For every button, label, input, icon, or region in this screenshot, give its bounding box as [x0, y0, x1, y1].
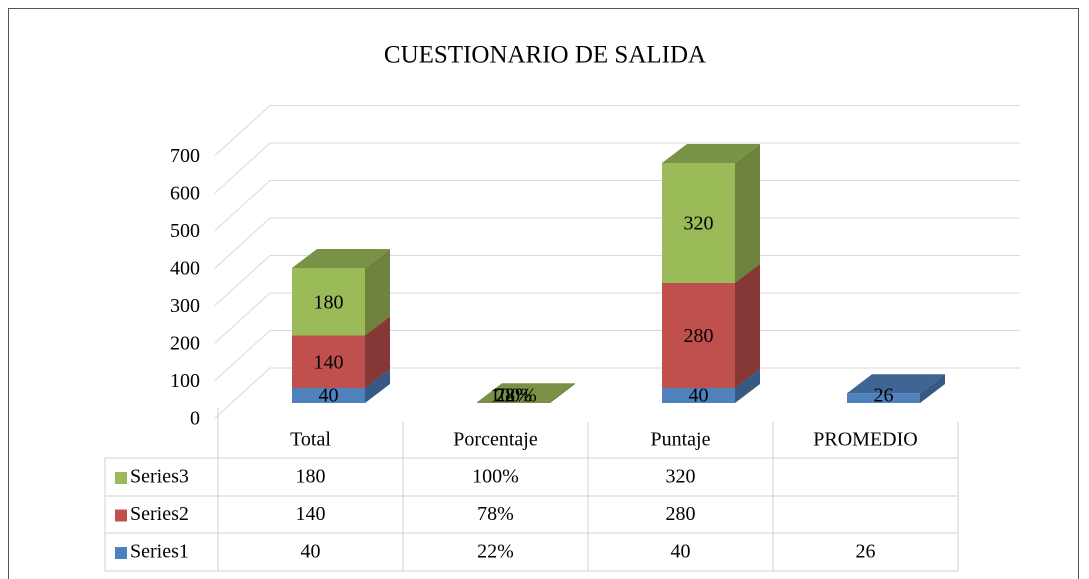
- table-cell: 40: [671, 541, 691, 563]
- chart-title: CUESTIONARIO DE SALIDA: [384, 42, 706, 69]
- x-tick-label: Total: [290, 429, 331, 451]
- bar: [662, 283, 735, 388]
- data-label: 140: [314, 351, 344, 373]
- bar-top: [847, 374, 945, 394]
- grid-line: [214, 217, 1020, 269]
- y-tick-label: 700: [170, 145, 200, 167]
- data-label: 40: [319, 385, 339, 407]
- legend-label: Series3: [130, 466, 189, 488]
- legend-label: Series2: [130, 503, 189, 525]
- grid-line: [214, 330, 1020, 381]
- y-tick-label: 0: [190, 408, 200, 430]
- y-tick-label: 400: [170, 258, 200, 280]
- bar: [847, 393, 920, 403]
- bar-side: [365, 316, 390, 388]
- grid-line: [214, 255, 1020, 306]
- legend-label: Series1: [130, 541, 189, 563]
- table-cell: 180: [296, 466, 326, 488]
- table-cell: 100%: [472, 466, 519, 488]
- legend-swatch: [115, 509, 127, 522]
- bar-side: [365, 249, 390, 336]
- bar-side: [550, 383, 575, 403]
- bar-side: [735, 264, 760, 388]
- bar-side: [365, 369, 390, 403]
- grid-line: [214, 180, 1020, 231]
- x-tick-label: Puntaje: [651, 429, 711, 451]
- grid-line: [214, 105, 1020, 156]
- data-label: 320: [684, 213, 714, 235]
- grid-line: [214, 292, 1020, 344]
- bar: [292, 388, 365, 403]
- bar-top: [662, 144, 760, 163]
- bar-top: [292, 249, 390, 268]
- data-label: 26: [874, 385, 894, 407]
- y-tick-label: 500: [170, 220, 200, 242]
- bar-side: [550, 383, 575, 403]
- bar-side: [550, 383, 575, 403]
- bar-top: [477, 383, 575, 403]
- table-cell: 320: [666, 466, 696, 488]
- legend-swatch: [115, 472, 127, 484]
- bar-side: [735, 369, 760, 403]
- legend-swatch: [115, 547, 127, 559]
- bar: [292, 268, 365, 336]
- bar: [292, 335, 365, 388]
- table-cell: 22%: [477, 541, 514, 563]
- data-label: 22%: [495, 385, 532, 407]
- bar: [662, 388, 735, 403]
- table-cell: 280: [666, 503, 696, 525]
- bar: [662, 163, 735, 283]
- data-label: 280: [684, 325, 714, 347]
- grid-line: [214, 367, 1020, 419]
- y-tick-label: 100: [170, 370, 200, 392]
- data-label: 78%: [495, 385, 532, 407]
- chart-border: [8, 8, 1079, 579]
- x-tick-label: PROMEDIO: [813, 429, 917, 451]
- table-cell: 140: [296, 503, 326, 525]
- bar-side: [735, 144, 760, 283]
- y-tick-label: 600: [170, 183, 200, 205]
- bar-side: [920, 374, 945, 403]
- data-label: 40: [689, 385, 709, 407]
- table-cell: 40: [301, 541, 321, 563]
- grid-line: [214, 142, 1020, 194]
- table-cell: 26: [856, 541, 876, 563]
- x-tick-label: Porcentaje: [453, 429, 538, 451]
- y-tick-label: 200: [170, 333, 200, 355]
- table-cell: 78%: [477, 503, 514, 525]
- data-label: 180: [314, 291, 344, 313]
- data-label: 100%: [490, 385, 537, 407]
- y-tick-label: 300: [170, 295, 200, 317]
